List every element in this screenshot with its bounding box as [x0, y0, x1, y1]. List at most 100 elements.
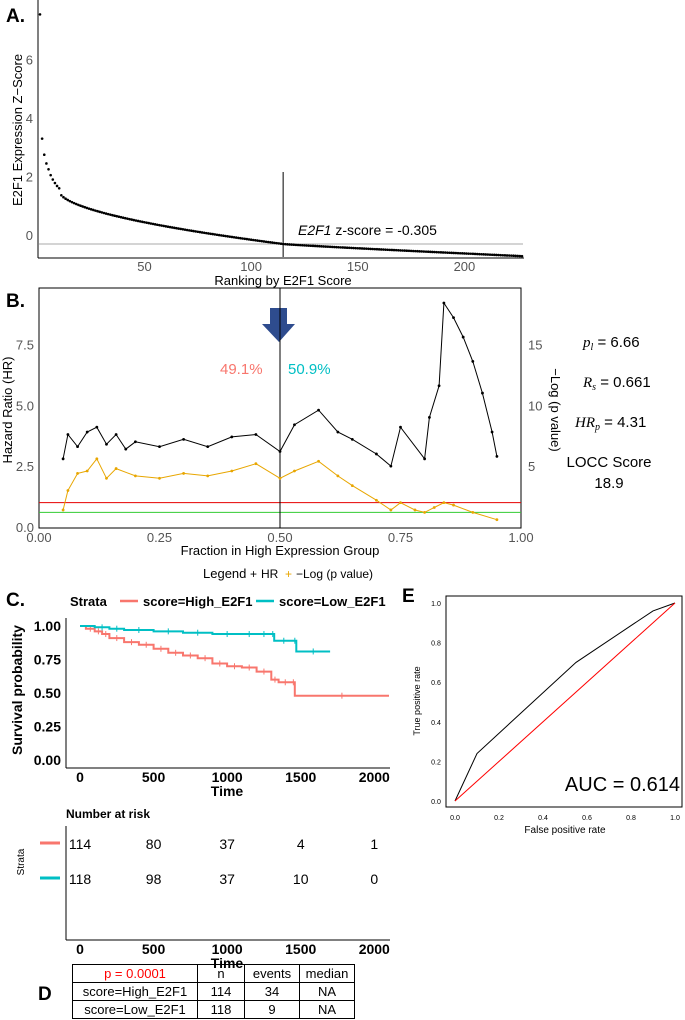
panel-a-point: [501, 253, 505, 257]
panel-b-pval-point: [399, 501, 402, 505]
panel-a-ytick: 0: [26, 228, 33, 243]
panel-a-point: [431, 250, 434, 254]
panel-b-xtick: 1.00: [508, 530, 533, 545]
panel-b-hr-point: [317, 408, 320, 412]
panel-b-hr-point: [423, 457, 426, 461]
panel-b-hr-point: [254, 433, 258, 436]
panel-a-point: [484, 253, 488, 256]
panel-a-point: [49, 173, 52, 177]
panel-a-point: [141, 220, 144, 224]
panel-b-pval-point: [134, 474, 137, 478]
panel-a-point: [326, 245, 330, 248]
panel-a-point: [104, 212, 108, 215]
panel-a-point: [341, 246, 345, 249]
panel-a-point: [505, 254, 509, 257]
panel-b-hr-point: [442, 301, 446, 305]
panel-a-point: [266, 240, 270, 244]
panel-a-chart: E2F1 Expression Z−Score Ranking by E2F1 …: [10, 0, 524, 288]
table-row: score=Low_E2F1 118 9 NA: [72, 1000, 355, 1019]
roc-curve: [454, 602, 676, 802]
panel-b-xtick: 0.00: [26, 530, 51, 545]
legend-hr-label: HR: [261, 567, 279, 581]
panel-a-point: [422, 250, 426, 253]
legend-p-label: −Log (p value): [296, 567, 373, 581]
panel-c-ytick: 1.00: [34, 618, 61, 634]
panel-a-point: [514, 254, 517, 258]
stat-rs: Rs = 0.661: [582, 374, 651, 393]
panel-a-point: [96, 209, 99, 213]
panel-a-point: [241, 237, 244, 240]
panel-a-point: [377, 248, 381, 251]
risk-high-value: 80: [146, 836, 162, 852]
panel-a-point: [328, 245, 332, 249]
panel-b-hr-point: [76, 445, 79, 449]
panel-a-point: [66, 198, 70, 202]
panel-b-hr-point: [182, 437, 186, 441]
panel-b-hr-point: [389, 464, 393, 468]
table-cell: score=Low_E2F1: [72, 1000, 198, 1019]
panel-b-pval-point: [471, 510, 475, 514]
panel-b-pval-point: [61, 508, 65, 512]
panel-a-point: [173, 226, 176, 230]
panel-a-point: [47, 168, 50, 171]
panel-b-ytick-right: 5: [528, 459, 535, 474]
panel-b-hr-point: [95, 425, 99, 429]
panel-a-point: [219, 234, 223, 237]
panel-b-hr-point: [437, 384, 441, 388]
pct-high-label: 49.1%: [220, 361, 263, 378]
panel-a-point: [401, 249, 404, 252]
panel-a-point: [187, 229, 191, 232]
panel-a-point: [234, 236, 238, 239]
panel-a-point: [156, 223, 159, 227]
panel-label-b: B.: [6, 291, 25, 312]
risk-low-value: 118: [69, 871, 92, 887]
panel-a-point: [45, 162, 48, 165]
panel-a-point: [416, 249, 419, 253]
panel-a-point: [488, 253, 492, 256]
panel-b-ylabel-left: Hazard Ratio (HR): [0, 357, 15, 464]
panel-a-point: [305, 244, 308, 247]
panel-b-ytick-right: 15: [528, 337, 542, 352]
panel-c-xtick: 500: [142, 769, 166, 785]
panel-a-point: [392, 248, 396, 252]
panel-e-ytick: 0.8: [431, 641, 441, 648]
panel-a-point: [258, 239, 261, 243]
locc-value: 18.9: [594, 475, 623, 492]
panel-a-point: [117, 215, 121, 219]
panel-a-point: [469, 252, 473, 256]
panel-a-point: [298, 243, 302, 247]
panel-a-point: [324, 245, 328, 248]
panel-b-pval-point: [317, 459, 320, 463]
panel-e-xtick: 0.4: [538, 815, 548, 822]
panel-e-xtick: 0.2: [494, 815, 504, 822]
panel-a-point: [217, 233, 221, 237]
panel-a-point: [492, 253, 496, 257]
panel-a-point: [232, 235, 236, 239]
panel-b-hr-point: [495, 454, 499, 458]
panel-a-point: [128, 217, 131, 221]
panel-a-point: [360, 247, 364, 250]
panel-a-point: [411, 249, 415, 253]
panel-b-hr-point: [124, 447, 128, 451]
panel-b-pval-point: [495, 518, 499, 522]
table-cell-pvalue: p = 0.0001: [72, 964, 198, 983]
panel-a-ylabel: E2F1 Expression Z−Score: [10, 54, 25, 206]
panel-b-ytick-left: 5.0: [16, 398, 34, 413]
panel-b-hr-point: [399, 425, 402, 429]
panel-b-xtick: 0.75: [388, 530, 413, 545]
table-cell: 9: [244, 1000, 300, 1019]
panel-e-ylabel: True positive rate: [412, 666, 422, 735]
panel-b-pval-point: [432, 506, 436, 509]
panel-e-xtick: 0.6: [582, 815, 592, 822]
panel-label-c: C.: [6, 590, 25, 611]
panel-a-point: [83, 205, 87, 209]
panel-a-point: [224, 234, 227, 238]
panel-a-point: [371, 247, 375, 251]
panel-a-point: [358, 247, 362, 250]
panel-a-point: [162, 224, 165, 228]
panel-a-point: [194, 230, 197, 233]
risk-title: Number at risk: [66, 807, 150, 821]
panel-a-point: [183, 228, 187, 231]
panel-a-point: [311, 244, 315, 248]
panel-a-point: [145, 221, 148, 224]
